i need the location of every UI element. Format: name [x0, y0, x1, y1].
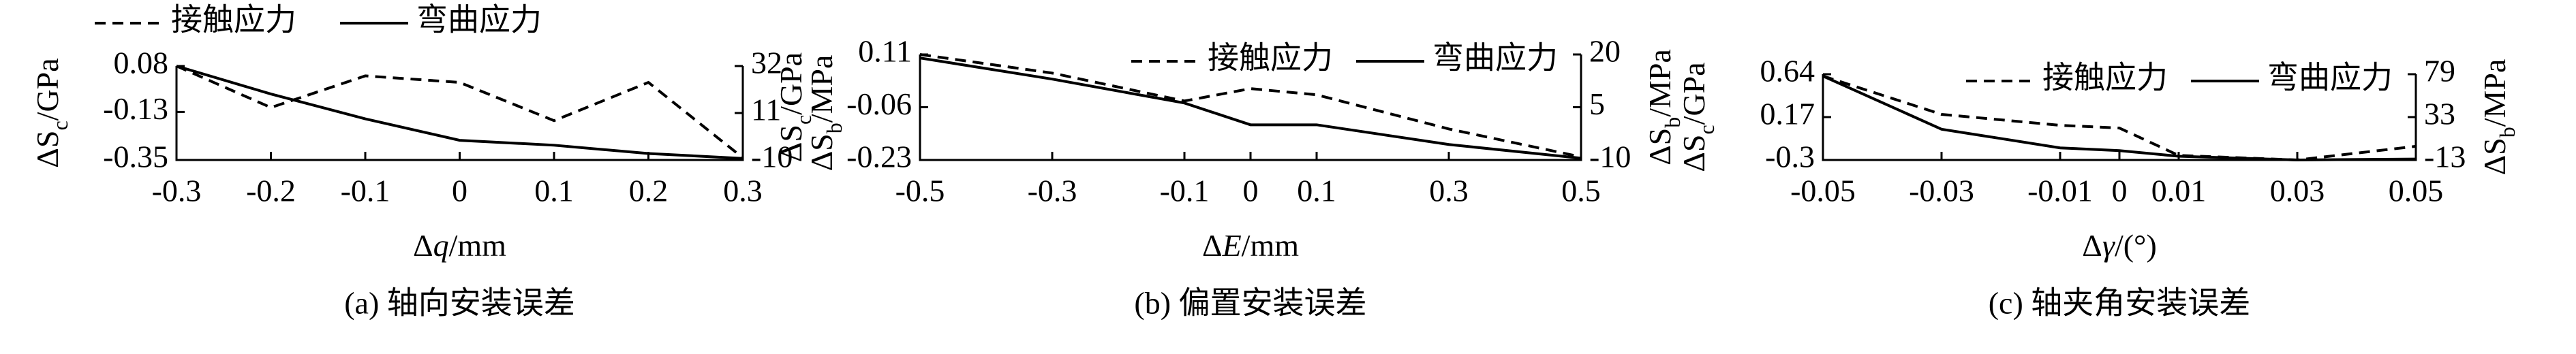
axes-frame — [175, 66, 744, 161]
y-tick-label: -0.13 — [103, 91, 168, 126]
x-axis-label: Δγ/(°) — [2082, 228, 2157, 263]
x-axis-label-part: /mm — [449, 228, 507, 263]
y2-tick-label: 32 — [751, 46, 782, 80]
y-axis-label-part: /GPa — [30, 58, 65, 120]
series-line — [176, 65, 744, 159]
x-tick-label: -0.01 — [2027, 174, 2093, 208]
x-axis-label-part: E — [1222, 228, 1242, 263]
y2-axis-label: ΔSb/MPa — [804, 55, 847, 172]
y2-axis-label-part: b — [1660, 117, 1685, 128]
x-axis-label-part: /(°) — [2115, 228, 2157, 263]
y2-axis-label: ΔSb/MPa — [1642, 49, 1685, 165]
x-tick-label: 0.3 — [1429, 174, 1469, 208]
y-axis-label: ΔSc/GPa — [30, 58, 73, 167]
y-axis-label: ΔSc/GPa — [773, 52, 816, 162]
x-tick-label: -0.05 — [1790, 174, 1856, 208]
x-tick-label: 0.01 — [2151, 174, 2207, 208]
y-tick-label: -0.06 — [846, 86, 912, 121]
y2-axis-label-part: /MPa — [804, 55, 839, 123]
x-tick-label: 0.03 — [2270, 174, 2325, 208]
y-axis-label-part: /GPa — [773, 52, 808, 115]
y-axis-label-part: /GPa — [1676, 62, 1711, 125]
x-axis-label: ΔE/mm — [1202, 228, 1299, 263]
caption: (a) 轴向安装误差 — [344, 286, 575, 321]
y-tick-label: 0.64 — [1760, 54, 1815, 88]
y-axis-label-part: c — [48, 120, 72, 130]
series-line — [1822, 74, 2417, 162]
x-tick-label: 0.05 — [2389, 174, 2444, 208]
x-tick-label: -0.1 — [1160, 174, 1210, 208]
legend-label: 弯曲应力 — [416, 3, 542, 37]
x-tick-label: 0.2 — [629, 174, 669, 208]
x-tick-label: 0 — [1243, 174, 1259, 208]
legend-label: 接触应力 — [1208, 41, 1333, 76]
y-tick-label: 0.17 — [1760, 97, 1815, 131]
y2-tick-label: 33 — [2424, 97, 2455, 131]
caption: (c) 轴夹角安装误差 — [1989, 286, 2251, 321]
caption: (b) 偏置安装误差 — [1134, 286, 1366, 321]
y2-tick-label: 20 — [1589, 34, 1621, 69]
y2-tick-label: -10 — [1589, 140, 1631, 174]
x-tick-label: -0.2 — [246, 174, 296, 208]
x-axis-label-part: q — [433, 228, 449, 263]
x-tick-label: -0.03 — [1909, 174, 1974, 208]
series-line — [919, 57, 1582, 160]
legend-label: 弯曲应力 — [1432, 41, 1558, 76]
y2-axis-label-part: ΔS — [1642, 128, 1677, 165]
series-line — [176, 65, 743, 160]
y-axis-label-part: ΔS — [1676, 135, 1711, 172]
x-tick-label: 0.1 — [1297, 174, 1336, 208]
y2-axis-label-part: /MPa — [1642, 49, 1677, 117]
y-tick-label: 0.11 — [858, 34, 912, 69]
x-axis-label-part: γ — [2102, 228, 2116, 263]
y-axis-label-part: ΔS — [773, 125, 808, 162]
y-tick-label: -0.23 — [846, 140, 912, 174]
y-axis-label-part: c — [1694, 125, 1719, 134]
series-line — [919, 53, 1582, 159]
x-tick-label: -0.3 — [1028, 174, 1077, 208]
y2-axis-label-part: ΔS — [2477, 138, 2512, 175]
legend-label: 弯曲应力 — [2267, 61, 2393, 95]
y-axis-label-part: c — [791, 115, 816, 125]
y2-tick-label: -13 — [2424, 140, 2466, 174]
y2-axis-label-part: b — [2495, 127, 2519, 138]
y-tick-label: 0.08 — [114, 46, 169, 80]
y2-tick-label: 5 — [1589, 86, 1605, 121]
x-axis-label-part: Δ — [413, 228, 433, 263]
x-tick-label: 0 — [2112, 174, 2128, 208]
y2-tick-label: -10 — [751, 140, 793, 174]
y2-axis-label-part: ΔS — [804, 133, 839, 171]
x-tick-label: 0.5 — [1561, 174, 1601, 208]
y2-axis-label: ΔSb/MPa — [2477, 59, 2520, 176]
x-tick-label: -0.3 — [152, 174, 202, 208]
x-axis-label-part: Δ — [2082, 228, 2102, 263]
x-tick-label: 0.1 — [534, 174, 574, 208]
legend-label: 接触应力 — [171, 3, 296, 37]
y-tick-label: -0.3 — [1765, 140, 1815, 174]
x-axis-label-part: Δ — [1202, 228, 1223, 263]
legend-label: 接触应力 — [2042, 61, 2168, 95]
y2-axis-label-part: /MPa — [2477, 59, 2512, 127]
x-axis-label: Δq/mm — [413, 228, 506, 263]
y2-tick-label: 79 — [2424, 54, 2455, 88]
x-tick-label: -0.1 — [341, 174, 390, 208]
y2-axis-label-part: b — [822, 123, 846, 133]
x-tick-label: 0 — [452, 174, 467, 208]
x-axis-label-part: /mm — [1242, 228, 1300, 263]
y-axis-label: ΔSc/GPa — [1676, 62, 1719, 172]
y-tick-label: -0.35 — [103, 140, 168, 174]
y-axis-label-part: ΔS — [30, 131, 65, 168]
x-tick-label: -0.5 — [895, 174, 945, 208]
y2-tick-label: 11 — [751, 93, 781, 127]
x-tick-label: 0.3 — [723, 174, 763, 208]
